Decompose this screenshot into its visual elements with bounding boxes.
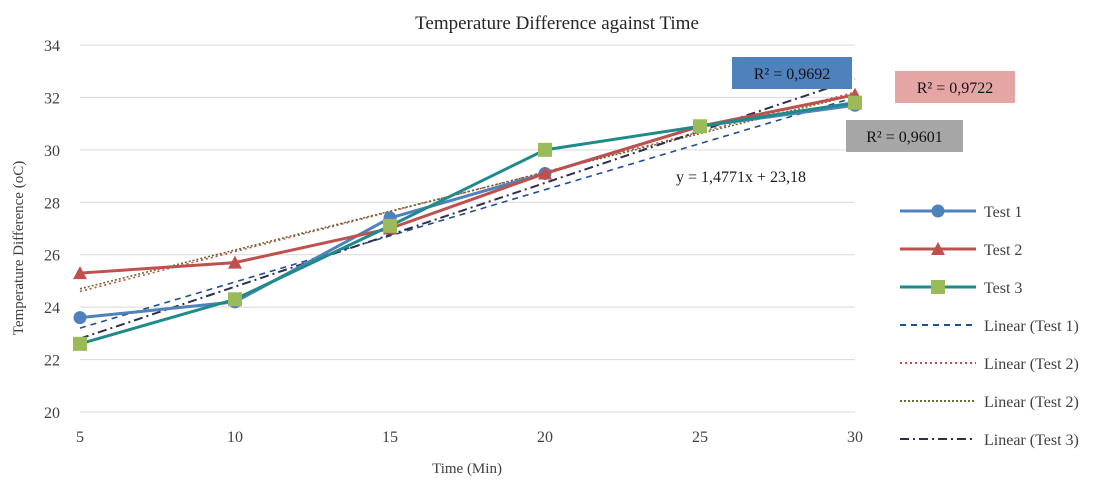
legend-item: Test 1 [900,204,1022,221]
series-line-1 [79,103,856,320]
y-tick-label: 24 [44,300,60,317]
legend-item: Linear (Test 1) [900,318,1079,335]
r2-box-4 [732,57,852,89]
chart-title: Temperature Difference against Time [415,13,699,34]
legend-marker [931,204,945,218]
x-tick-label: 20 [537,429,553,446]
legend-item: Linear (Test 2) [900,394,1079,411]
data-point [73,336,87,351]
y-tick-label: 28 [44,195,60,212]
y-tick-label: 20 [44,405,60,422]
axis-tick-labels: 20 22 24 26 28 30 32 34 5 10 15 20 25 30 [44,38,863,446]
legend-item: Test 3 [900,280,1022,297]
data-point [538,166,552,180]
legend-label: Linear (Test 2) [984,394,1079,411]
r2-box-1 [846,120,963,152]
y-axis-title: Temperature Difference (oC) [11,161,27,335]
y-tick-label: 22 [44,353,60,370]
trendlines [79,78,856,340]
r2-label: R² = 0,9692 [754,66,831,83]
r2-label: R² = 0,9722 [917,80,994,97]
trendline-3 [79,94,856,290]
data-point [383,218,397,233]
y-tick-label: 32 [44,90,60,107]
legend: Test 1 Test 2 Test 3 Linear (Test 1) Linear … [900,204,1079,449]
data-point [228,292,242,307]
legend-label: Test 3 [984,280,1022,297]
x-axis-title: Time (Min) [432,461,502,477]
x-tick-label: 10 [227,429,243,446]
y-tick-label: 26 [44,248,60,265]
trend-equation: y = 1,4771x + 23,18 [676,169,806,186]
trendline-4 [79,78,856,340]
x-tick-label: 30 [847,429,863,446]
trendline-1 [79,96,856,329]
legend-item: Linear (Test 3) [900,432,1079,449]
data-series [73,87,862,351]
legend-label: Linear (Test 2) [984,356,1079,373]
r2-box-2 [895,71,1015,103]
y-tick-label: 34 [44,38,60,55]
data-point [538,142,552,157]
legend-item: Test 2 [900,242,1022,259]
x-tick-label: 25 [692,429,708,446]
series-1 [73,98,862,325]
gridlines [80,44,855,413]
legend-label: Test 2 [984,242,1022,259]
series-3 [73,95,862,351]
data-point [228,255,242,269]
legend-label: Test 1 [984,204,1022,221]
x-tick-label: 5 [76,429,84,446]
x-tick-label: 15 [382,429,398,446]
data-point [693,119,707,134]
data-point [848,95,862,110]
trendline-2 [79,91,856,293]
r2-label: R² = 0,9601 [866,129,943,146]
legend-marker [931,242,945,255]
data-point [73,311,87,325]
y-tick-label: 30 [44,143,60,160]
r-squared-annotations: R² = 0,9692 R² = 0,9722 R² = 0,9601 y = 1,4… [676,57,1015,186]
legend-label: Linear (Test 1) [984,318,1079,335]
legend-item: Linear (Test 2) [900,356,1079,373]
legend-label: Linear (Test 3) [984,432,1079,449]
data-point [73,266,87,280]
legend-marker [931,280,945,294]
series-line-3 [79,101,856,346]
